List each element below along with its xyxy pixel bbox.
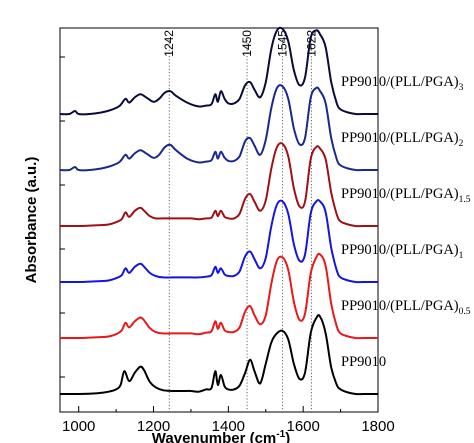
series-label-subscript: 3 [459, 83, 464, 93]
x-axis-title-sup: -1 [276, 429, 285, 440]
x-tick-label-1400: 1400 [212, 418, 245, 435]
series-labels: PP9010PP9010/(PLL/PGA)0.5PP9010/(PLL/PGA… [341, 74, 471, 370]
reference-label-1545: 1545 [276, 30, 290, 57]
series-label-subscript: 2 [459, 139, 464, 149]
series-label-subscript: 0.5 [459, 307, 471, 317]
series-label-4: PP9010/(PLL/PGA)2 [341, 130, 464, 149]
series-line-0 [59, 314, 378, 396]
series-lines [59, 26, 378, 396]
x-axis-title-close: ) [285, 430, 290, 443]
series-label-2: PP9010/(PLL/PGA)1 [341, 242, 464, 261]
plot-frame [59, 27, 379, 413]
x-tick-label-1200: 1200 [137, 418, 170, 435]
axes: 1000 1200 1400 1600 1800 Wavenumber (cm-1) Abs… [23, 56, 395, 443]
y-axis-title: Absorbance (a.u.) [23, 157, 40, 284]
series-label-name: PP9010/(PLL/PGA) [341, 242, 459, 258]
series-line-2 [59, 199, 378, 284]
series-label-name: PP9010/(PLL/PGA) [341, 298, 459, 314]
series-label-3: PP9010/(PLL/PGA)1.5 [341, 186, 471, 205]
x-tick-label-1600: 1600 [286, 418, 319, 435]
series-label-name: PP9010/(PLL/PGA) [341, 74, 459, 90]
series-label-1: PP9010/(PLL/PGA)0.5 [341, 298, 471, 317]
series-line-3 [59, 142, 378, 228]
reference-lines: 1242 1450 1545 1622 [162, 30, 318, 412]
x-axis-title-main: Wavenumber (cm [152, 430, 276, 443]
series-label-name: PP9010/(PLL/PGA) [341, 130, 459, 146]
series-label-0: PP9010 [341, 354, 386, 370]
x-tick-label-1000: 1000 [62, 418, 95, 435]
series-label-name: PP9010 [341, 354, 386, 370]
x-tick-label-1800: 1800 [361, 418, 394, 435]
series-line-1 [59, 252, 378, 340]
series-label-subscript: 1.5 [459, 195, 471, 205]
series-line-5 [59, 26, 378, 116]
series-label-5: PP9010/(PLL/PGA)3 [341, 74, 464, 93]
x-axis-title: Wavenumber (cm-1) [152, 429, 290, 443]
reference-label-1450: 1450 [240, 30, 254, 57]
series-label-name: PP9010/(PLL/PGA) [341, 186, 459, 202]
plot-border [59, 27, 379, 413]
series-label-subscript: 1 [459, 251, 464, 261]
series-line-4 [59, 84, 378, 172]
reference-label-1242: 1242 [162, 30, 176, 57]
